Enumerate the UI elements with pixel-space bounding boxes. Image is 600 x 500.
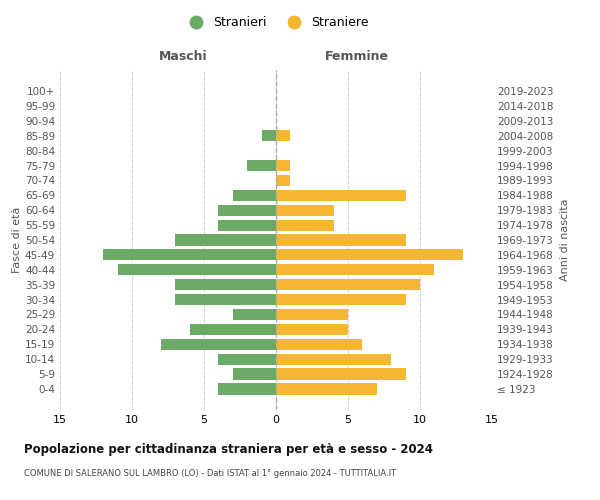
Bar [276, 354, 391, 365]
Bar [276, 175, 290, 186]
Bar [175, 294, 276, 305]
Bar [276, 204, 334, 216]
Bar [276, 294, 406, 305]
Bar [276, 338, 362, 350]
Bar [276, 234, 406, 246]
Bar [276, 264, 434, 276]
Bar [118, 264, 276, 276]
Bar [276, 130, 290, 141]
Bar [190, 324, 276, 335]
Bar [218, 354, 276, 365]
Text: COMUNE DI SALERANO SUL LAMBRO (LO) - Dati ISTAT al 1° gennaio 2024 - TUTTITALIA.: COMUNE DI SALERANO SUL LAMBRO (LO) - Dat… [24, 469, 396, 478]
Bar [247, 160, 276, 171]
Bar [276, 309, 348, 320]
Text: Popolazione per cittadinanza straniera per età e sesso - 2024: Popolazione per cittadinanza straniera p… [24, 442, 433, 456]
Bar [276, 384, 377, 394]
Bar [276, 160, 290, 171]
Text: Femmine: Femmine [325, 50, 389, 62]
Bar [218, 384, 276, 394]
Bar [276, 368, 406, 380]
Bar [218, 220, 276, 230]
Text: Maschi: Maschi [158, 50, 208, 62]
Bar [175, 234, 276, 246]
Bar [233, 190, 276, 201]
Bar [103, 250, 276, 260]
Bar [276, 250, 463, 260]
Bar [276, 220, 334, 230]
Bar [175, 279, 276, 290]
Bar [276, 190, 406, 201]
Bar [233, 309, 276, 320]
Bar [276, 324, 348, 335]
Y-axis label: Fasce di età: Fasce di età [12, 207, 22, 273]
Bar [276, 279, 420, 290]
Bar [218, 204, 276, 216]
Legend: Stranieri, Straniere: Stranieri, Straniere [178, 11, 374, 34]
Y-axis label: Anni di nascita: Anni di nascita [560, 198, 570, 281]
Bar [161, 338, 276, 350]
Bar [233, 368, 276, 380]
Bar [262, 130, 276, 141]
